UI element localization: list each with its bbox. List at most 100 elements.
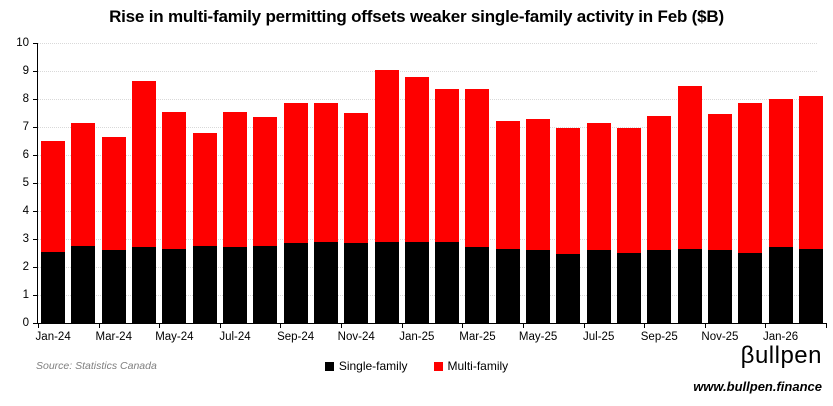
x-axis-tick xyxy=(98,323,100,328)
y-axis-label: 6 xyxy=(22,148,29,161)
y-axis-label: 3 xyxy=(22,232,29,245)
source-note: Source: Statistics Canada xyxy=(36,360,157,372)
x-axis-tick xyxy=(341,323,343,328)
x-axis-tick xyxy=(583,323,585,328)
chart-legend: Single-family Multi-family xyxy=(0,359,833,373)
bar-segment-multi-family xyxy=(222,111,247,248)
bar-segment-single-family xyxy=(526,250,551,323)
bar-segment-multi-family xyxy=(707,114,732,251)
y-axis-label: 1 xyxy=(22,288,29,301)
stacked-bar xyxy=(553,128,583,323)
y-axis-label: 9 xyxy=(22,64,29,77)
stacked-bar xyxy=(129,80,159,323)
y-axis-tick xyxy=(33,42,38,44)
bar-segment-single-family xyxy=(162,248,187,323)
bar-segment-single-family xyxy=(465,247,490,323)
y-gridline xyxy=(38,71,817,72)
x-axis-label: Jan-24 xyxy=(35,331,71,343)
bar-segment-multi-family xyxy=(798,96,823,249)
stacked-bar xyxy=(38,141,68,323)
bar-segment-multi-family xyxy=(586,122,611,251)
bar-segment-multi-family xyxy=(495,121,520,249)
x-axis-label: May-24 xyxy=(155,331,194,343)
x-axis-label: May-25 xyxy=(518,331,558,343)
bar-segment-single-family xyxy=(41,251,66,323)
x-axis-label: Jul-24 xyxy=(219,331,251,343)
bar-segment-single-family xyxy=(344,243,369,323)
bar-segment-single-family xyxy=(404,241,429,323)
bar-segment-multi-family xyxy=(71,122,96,246)
bar-segment-single-family xyxy=(586,250,611,323)
stacked-bar xyxy=(523,118,553,323)
stacked-bar xyxy=(432,89,462,323)
bar-segment-multi-family xyxy=(253,117,278,246)
stacked-bar xyxy=(220,111,250,323)
stacked-bar xyxy=(493,121,523,323)
x-axis-tick xyxy=(401,323,403,328)
bar-segment-single-family xyxy=(677,248,702,323)
stacked-bar xyxy=(99,136,129,323)
x-axis-label: Jul-25 xyxy=(583,331,615,343)
bar-segment-multi-family xyxy=(344,113,369,244)
bar-segment-single-family xyxy=(374,241,399,323)
stacked-bar xyxy=(190,132,220,323)
y-axis-label: 2 xyxy=(22,260,29,273)
stacked-bar xyxy=(280,103,310,323)
bar-segment-multi-family xyxy=(677,86,702,249)
stacked-bar xyxy=(705,114,735,323)
x-axis-label: Mar-24 xyxy=(95,331,132,343)
stacked-bar xyxy=(735,103,765,323)
x-axis-tick xyxy=(159,323,161,328)
x-axis-label: Nov-24 xyxy=(337,331,375,343)
bar-segment-single-family xyxy=(132,247,157,323)
stacked-bar xyxy=(341,113,371,323)
bar-segment-multi-family xyxy=(374,69,399,242)
x-axis-label: Jan-25 xyxy=(399,331,435,343)
y-gridline xyxy=(38,43,817,44)
y-axis-tick xyxy=(33,154,38,156)
bar-segment-multi-family xyxy=(465,89,490,248)
legend-item-single-family: Single-family xyxy=(324,359,408,373)
bar-segment-single-family xyxy=(71,246,96,323)
stacked-bar xyxy=(614,128,644,323)
chart-title: Rise in multi-family permitting offsets … xyxy=(109,7,724,26)
bar-segment-multi-family xyxy=(41,141,66,252)
y-axis-tick xyxy=(33,126,38,128)
x-axis-tick xyxy=(765,323,767,328)
bar-segment-single-family xyxy=(707,250,732,323)
bar-segment-single-family xyxy=(101,250,126,323)
y-axis-label: 8 xyxy=(22,92,29,105)
y-axis-tick xyxy=(33,182,38,184)
y-axis-label: 7 xyxy=(22,120,29,133)
x-axis-label: Sep-25 xyxy=(640,331,678,343)
y-axis-tick xyxy=(33,294,38,296)
bar-segment-multi-family xyxy=(101,136,126,251)
bar-segment-single-family xyxy=(283,243,308,323)
bar-segment-multi-family xyxy=(738,103,763,253)
bar-segment-single-family xyxy=(192,246,217,323)
bar-segment-multi-family xyxy=(162,111,187,249)
bar-segment-single-family xyxy=(222,247,247,323)
bar-segment-single-family xyxy=(556,254,581,323)
legend-label: Multi-family xyxy=(447,359,509,373)
bar-segment-multi-family xyxy=(768,99,793,248)
bar-segment-single-family xyxy=(435,241,460,323)
y-axis-label: 4 xyxy=(22,204,29,217)
x-axis-tick xyxy=(704,323,706,328)
y-axis-tick xyxy=(33,322,38,324)
bar-segment-single-family xyxy=(738,253,763,323)
x-axis-tick xyxy=(462,323,464,328)
bar-segment-multi-family xyxy=(647,115,672,251)
x-axis-label: Nov-25 xyxy=(701,331,739,343)
bar-segment-single-family xyxy=(313,241,338,323)
x-axis-label: Jan-26 xyxy=(762,331,799,343)
bar-segment-multi-family xyxy=(192,132,217,246)
x-axis-tick xyxy=(826,323,827,328)
bar-segment-multi-family xyxy=(616,128,641,253)
stacked-bar xyxy=(584,122,614,323)
stacked-bar xyxy=(644,115,674,323)
bar-segment-single-family xyxy=(616,253,641,323)
legend-swatch xyxy=(324,361,334,371)
y-axis-tick xyxy=(33,70,38,72)
